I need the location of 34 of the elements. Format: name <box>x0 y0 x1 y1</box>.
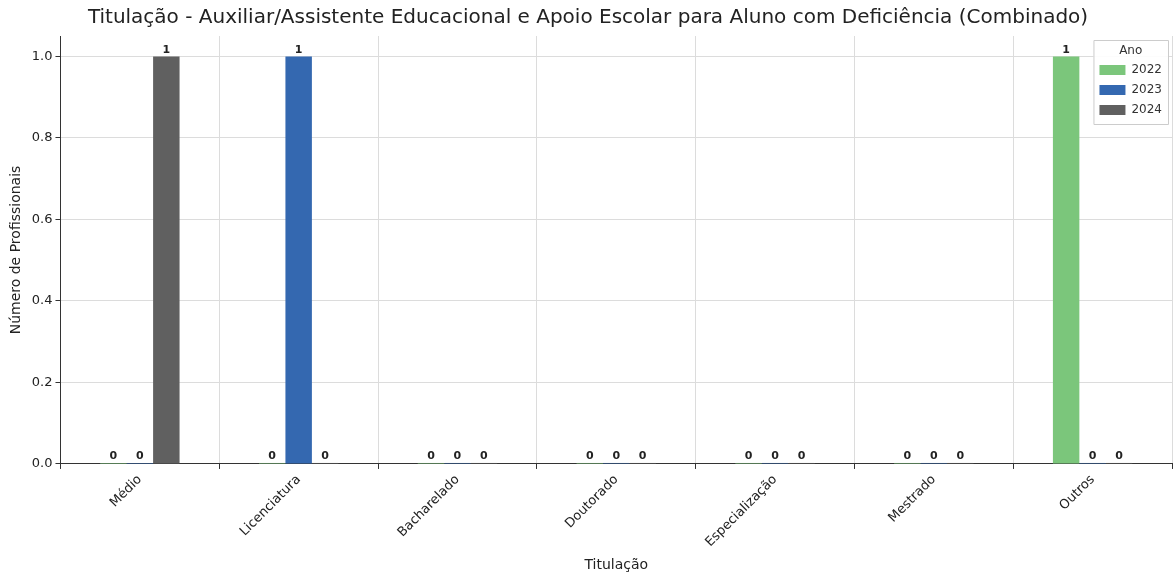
data-label: 0 <box>585 449 594 463</box>
data-label: 1 <box>294 42 303 56</box>
x-axis-title: Titulação <box>583 556 649 573</box>
data-label: 0 <box>1115 449 1124 463</box>
data-label: 1 <box>162 42 171 56</box>
legend-label: 2024 <box>1131 102 1163 117</box>
data-label: 0 <box>929 449 938 463</box>
y-axis-title: Número de Profissionais <box>7 165 24 335</box>
data-label: 0 <box>771 449 780 463</box>
legend-label: 2022 <box>1131 62 1163 77</box>
data-label: 0 <box>427 449 436 463</box>
y-tick-label: 0.6 <box>31 210 53 226</box>
legend-title: Ano <box>1119 43 1143 58</box>
y-tick-label: 0.4 <box>31 292 53 308</box>
data-label: 0 <box>321 449 330 463</box>
chart-title: Titulação - Auxiliar/Assistente Educacional e Apoio Escolar para Aluno com Deficiência (Combinado) <box>86 4 1089 29</box>
data-label: 0 <box>268 449 277 463</box>
data-label: 1 <box>1062 42 1070 56</box>
data-label: 0 <box>1088 449 1097 463</box>
data-label: 0 <box>109 449 118 463</box>
data-label: 0 <box>453 449 462 463</box>
y-tick-label: 0.0 <box>31 455 53 471</box>
y-tick-label: 0.2 <box>31 373 53 389</box>
data-label: 0 <box>638 449 647 463</box>
data-label: 0 <box>480 449 489 463</box>
data-label: 0 <box>136 449 145 463</box>
data-label: 0 <box>956 449 965 463</box>
data-label: 0 <box>744 449 753 463</box>
data-label: 0 <box>612 449 621 463</box>
data-label: 0 <box>797 449 806 463</box>
legend-label: 2023 <box>1131 82 1163 97</box>
y-tick-label: 1.0 <box>31 47 53 63</box>
data-label: 0 <box>903 449 912 463</box>
y-tick-label: 0.8 <box>31 129 53 145</box>
